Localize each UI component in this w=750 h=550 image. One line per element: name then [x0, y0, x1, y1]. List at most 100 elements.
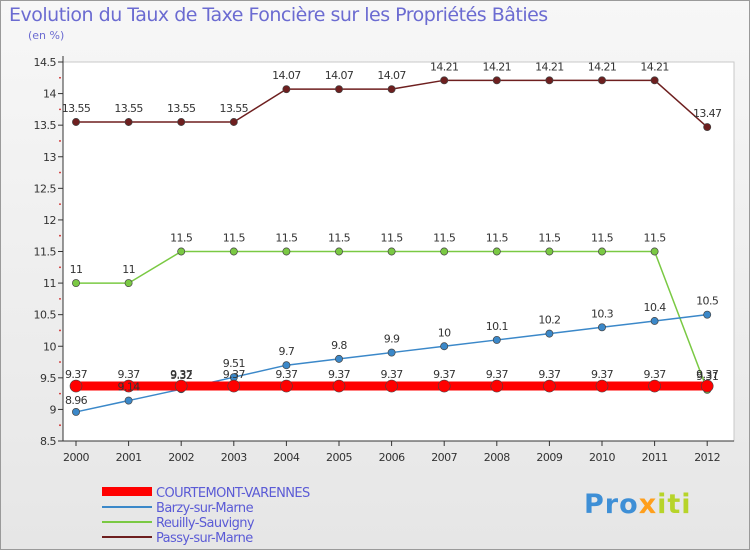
- y-tick-label: 12.5: [34, 182, 57, 195]
- data-point: [440, 76, 449, 85]
- y-minor-tick: [59, 424, 61, 427]
- data-label: 9.37: [381, 368, 404, 381]
- data-point: [124, 396, 133, 405]
- chart-title: Evolution du Taux de Taxe Foncière sur l…: [9, 4, 548, 26]
- x-tick-label: 2010: [589, 451, 615, 464]
- data-point: [440, 342, 449, 351]
- data-point: [440, 247, 449, 256]
- x-tick-label: 2007: [431, 451, 457, 464]
- data-label: 13.55: [220, 102, 249, 115]
- data-label: 9.14: [118, 381, 141, 394]
- data-label: 11.5: [591, 232, 614, 245]
- y-tick-label: 10: [43, 340, 56, 353]
- data-point: [69, 379, 83, 393]
- data-point: [335, 85, 343, 94]
- data-point: [598, 247, 606, 256]
- x-tick-label: 2003: [221, 451, 247, 464]
- data-label: 9.37: [591, 368, 614, 381]
- data-label: 14.21: [430, 60, 459, 73]
- data-point: [543, 379, 556, 393]
- data-point: [280, 379, 293, 393]
- x-tick-label: 2000: [63, 451, 89, 464]
- x-tick-label: 2009: [536, 451, 562, 464]
- legend-label: Barzy-sur-Marne: [156, 501, 254, 516]
- data-point: [122, 379, 135, 393]
- data-point: [72, 118, 80, 126]
- data-label: 14.21: [483, 60, 512, 73]
- logo-letter: t: [667, 489, 682, 520]
- data-label: 9.37: [538, 368, 561, 381]
- data-point: [124, 279, 133, 288]
- data-label: 11.5: [328, 232, 351, 245]
- data-point: [124, 118, 133, 126]
- y-minor-tick: [59, 171, 61, 174]
- data-label: 10.2: [538, 314, 560, 327]
- data-label: 9.37: [65, 368, 88, 381]
- data-point: [387, 348, 396, 357]
- data-label: 11: [122, 263, 135, 276]
- data-point: [545, 247, 554, 256]
- data-point: [229, 247, 238, 256]
- data-label: 10.1: [486, 320, 508, 333]
- data-point: [282, 361, 291, 370]
- data-point: [490, 379, 504, 393]
- data-label: 9.37: [486, 368, 509, 381]
- data-label: 13.55: [114, 102, 143, 115]
- logo-letter: x: [638, 489, 658, 520]
- data-label: 9.37: [696, 368, 719, 381]
- data-label: 11.5: [538, 232, 561, 245]
- y-minor-tick: [59, 361, 61, 363]
- y-tick-label: 13.5: [34, 119, 57, 132]
- data-point: [545, 76, 554, 85]
- y-tick-label: 9: [50, 403, 57, 416]
- y-minor-tick: [59, 266, 61, 269]
- data-point: [229, 118, 238, 126]
- y-tick-label: 14.5: [34, 56, 57, 69]
- data-point: [282, 247, 291, 256]
- y-minor-tick: [59, 392, 61, 395]
- data-label: 9.37: [170, 368, 193, 381]
- data-label: 14.07: [325, 69, 354, 82]
- data-label: 11.5: [433, 232, 456, 245]
- y-tick-label: 11: [43, 277, 56, 290]
- data-label: 10.5: [696, 295, 719, 308]
- data-point: [545, 329, 554, 338]
- data-point: [598, 76, 606, 85]
- x-tick-label: 2011: [642, 451, 668, 464]
- data-label: 13.47: [693, 107, 722, 120]
- data-point: [437, 379, 451, 393]
- data-point: [703, 123, 712, 132]
- legend-label: Passy-sur-Marne: [156, 531, 253, 546]
- data-point: [174, 379, 188, 393]
- data-label: 13.55: [167, 102, 196, 115]
- logo-letter: o: [619, 489, 639, 520]
- data-label: 9.31: [696, 370, 718, 383]
- data-point: [650, 247, 659, 256]
- x-tick-label: 2001: [116, 451, 142, 464]
- data-point: [492, 76, 501, 85]
- y-tick-label: 9.5: [40, 372, 56, 385]
- data-point: [177, 247, 186, 256]
- data-point: [387, 247, 396, 256]
- x-tick-label: 2006: [379, 451, 405, 464]
- data-label: 14.21: [588, 60, 617, 73]
- data-point: [72, 407, 80, 416]
- x-tick-label: 2004: [273, 451, 299, 464]
- x-tick-label: 2012: [694, 451, 720, 464]
- y-tick-label: 13: [43, 151, 56, 164]
- y-minor-tick: [59, 108, 61, 111]
- data-label: 9.51: [223, 357, 245, 370]
- data-point: [332, 379, 346, 393]
- data-label: 13.55: [62, 102, 91, 115]
- data-label: 9.37: [275, 368, 298, 381]
- data-label: 8.96: [65, 394, 88, 407]
- y-tick-label: 12: [43, 214, 56, 227]
- y-minor-tick: [59, 76, 61, 79]
- data-point: [492, 335, 501, 344]
- data-point: [72, 279, 80, 288]
- data-point: [703, 310, 712, 319]
- data-point: [385, 379, 398, 393]
- data-label: 14.07: [377, 69, 406, 82]
